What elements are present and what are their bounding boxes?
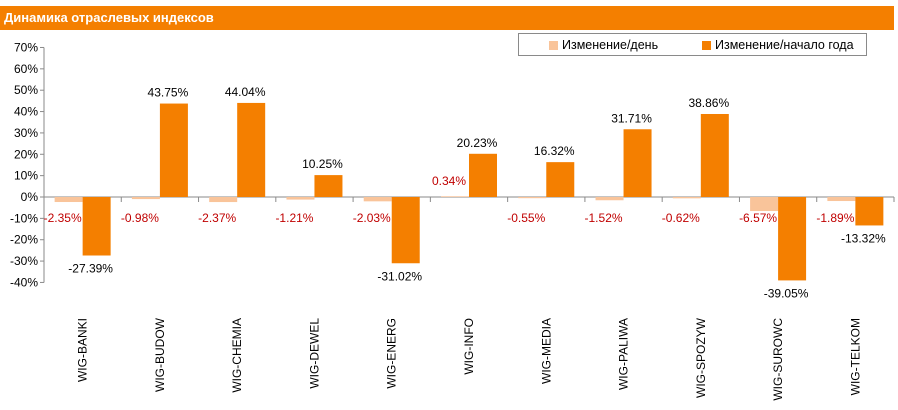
bar-ytd <box>778 197 807 281</box>
bar-day <box>131 197 160 200</box>
category-label: WIG-SPOZYW <box>694 317 708 398</box>
bar-ytd <box>82 197 111 256</box>
data-label-day: -1.89% <box>816 211 854 225</box>
bar-day <box>363 197 392 202</box>
data-label-day: -0.62% <box>662 211 700 225</box>
bar-day <box>750 197 779 212</box>
bar-ytd <box>314 175 343 197</box>
bar-ytd <box>159 103 188 197</box>
y-tick-label: 40% <box>14 105 38 119</box>
bar-day <box>672 197 701 199</box>
data-label-day: -0.55% <box>507 211 545 225</box>
y-tick-label: 10% <box>14 169 38 183</box>
data-label-ytd: 43.75% <box>148 86 189 100</box>
category-label: WIG-PALIWA <box>617 318 631 390</box>
y-tick-label: 70% <box>14 40 38 54</box>
category-label: WIG-SUROWC <box>771 318 785 401</box>
data-label-ytd: -39.05% <box>764 286 809 300</box>
y-tick-label: 30% <box>14 126 38 140</box>
chart-legend: Изменение/день Изменение/начало года <box>518 33 867 56</box>
y-tick-label: 0% <box>21 190 39 204</box>
bar-ytd <box>469 153 497 197</box>
chart-title: Динамика отраслевых индексов <box>4 10 214 25</box>
category-label: WIG-BANKI <box>76 318 90 382</box>
bar-day <box>54 197 83 203</box>
data-label-ytd: -31.02% <box>377 269 422 283</box>
y-tick-label: -10% <box>10 211 38 225</box>
bar-day <box>827 197 856 202</box>
data-label-day: 0.34% <box>432 174 466 188</box>
bar-ytd <box>391 197 420 264</box>
data-label-day: -2.37% <box>198 211 236 225</box>
data-label-day: -1.21% <box>275 211 313 225</box>
y-tick-label: -30% <box>10 254 38 268</box>
bar-ytd <box>855 197 884 226</box>
y-tick-label: -40% <box>10 275 38 289</box>
legend-swatch-ytd <box>702 41 711 50</box>
data-label-ytd: 31.71% <box>611 111 652 125</box>
data-label-day: -2.03% <box>353 211 391 225</box>
category-label: WIG-CHEMIA <box>230 318 244 393</box>
y-tick-label: 20% <box>14 147 38 161</box>
data-label-ytd: -27.39% <box>68 262 113 276</box>
bar-ytd <box>546 162 575 197</box>
bar-day <box>209 197 238 203</box>
data-label-ytd: 38.86% <box>688 96 729 110</box>
bar-day <box>518 197 547 199</box>
data-label-day: -0.98% <box>121 211 159 225</box>
legend-label-day: Изменение/день <box>562 38 659 52</box>
bar-ytd <box>623 129 652 197</box>
data-label-ytd: 20.23% <box>457 136 498 150</box>
data-label-day: -1.52% <box>585 211 623 225</box>
y-tick-label: -20% <box>10 233 38 247</box>
category-label: WIG-INFO <box>462 318 476 375</box>
chart-header: Динамика отраслевых индексов <box>0 6 894 30</box>
legend-label-ytd: Изменение/начало года <box>715 38 854 52</box>
y-tick-label: 60% <box>14 62 38 76</box>
bar-day <box>595 197 624 201</box>
bar-day <box>286 197 315 200</box>
data-label-day: -6.57% <box>739 211 777 225</box>
bar-ytd <box>237 102 266 197</box>
y-tick-label: 50% <box>14 83 38 97</box>
category-label: WIG-BUDOW <box>153 317 167 392</box>
category-label: WIG-DEWEL <box>307 318 321 389</box>
data-label-ytd: 16.32% <box>534 144 575 158</box>
data-label-ytd: -13.32% <box>841 231 886 245</box>
legend-swatch-day <box>549 41 558 50</box>
data-label-day: -2.35% <box>44 211 82 225</box>
data-label-ytd: 10.25% <box>302 157 343 171</box>
data-label-ytd: 44.04% <box>225 85 266 99</box>
category-label: WIG-TELKOM <box>848 318 862 395</box>
bar-ytd <box>700 113 729 197</box>
category-label: WIG-MEDIA <box>539 318 553 384</box>
category-label: WIG-ENERG <box>385 318 399 389</box>
bar-day <box>441 196 469 197</box>
